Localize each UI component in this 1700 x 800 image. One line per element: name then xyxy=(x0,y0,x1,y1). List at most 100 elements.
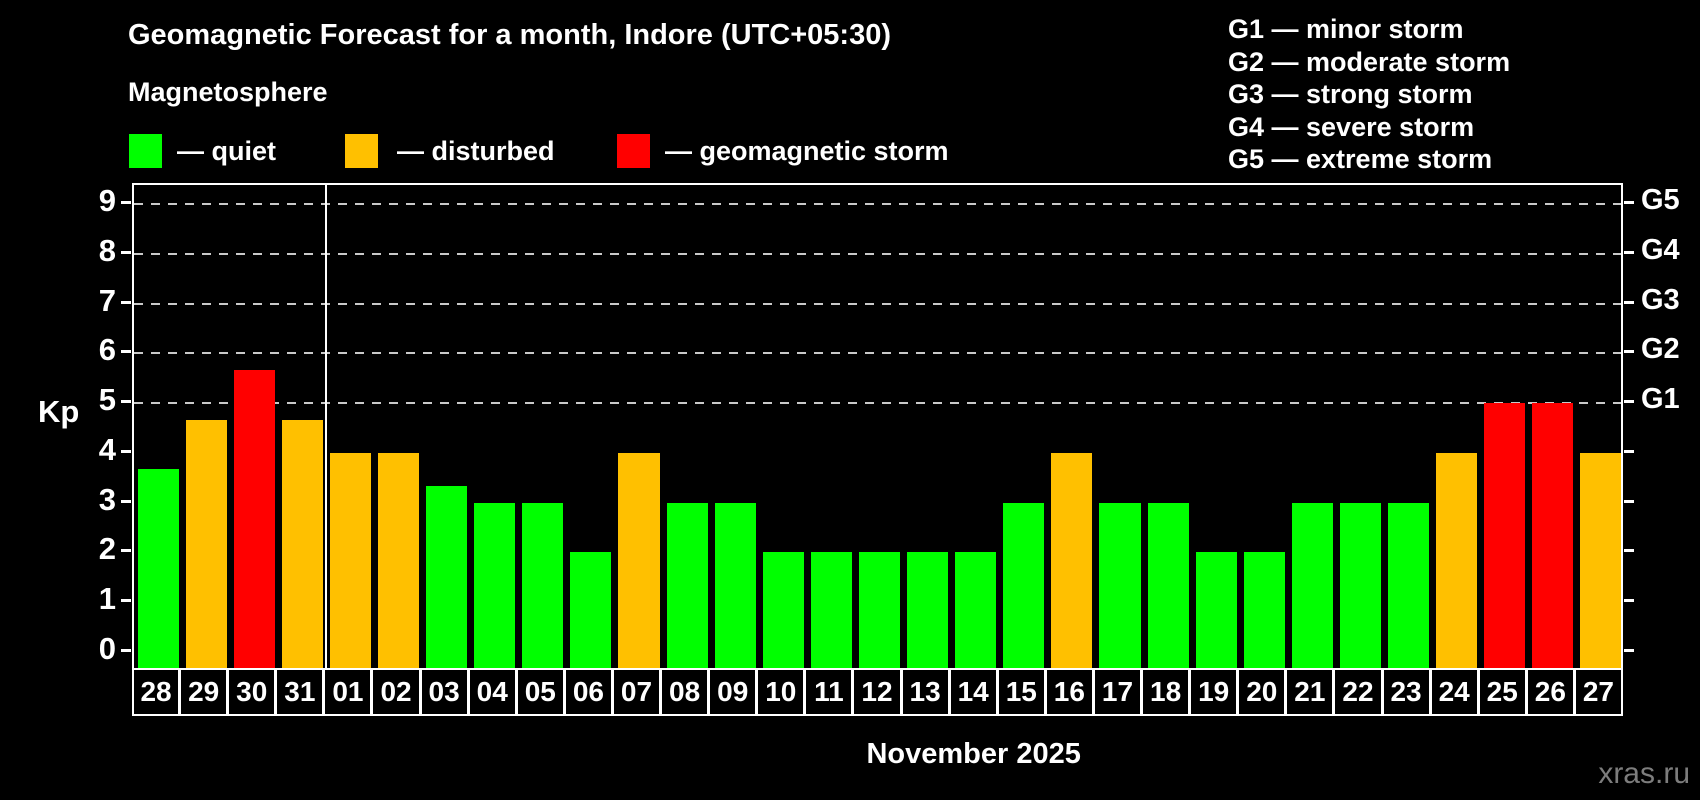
kp-tick-label-4: 4 xyxy=(98,431,116,467)
legend-swatch-disturbed xyxy=(345,134,378,168)
g-legend-line-4: G4 — severe storm xyxy=(1228,111,1475,142)
day-label-18: 18 xyxy=(1141,668,1191,716)
bar-day-12 xyxy=(858,552,901,668)
g-axis-label-G1: G1 xyxy=(1641,383,1680,416)
bar-day-02 xyxy=(377,452,420,668)
kp-tick-left-8 xyxy=(121,250,131,254)
bar-day-03 xyxy=(426,486,468,668)
g-legend-line-1: G1 — minor storm xyxy=(1228,14,1464,44)
kp-tick-right-3 xyxy=(1624,499,1634,503)
gridline-kp-6 xyxy=(134,352,1621,355)
day-label-13: 13 xyxy=(900,668,950,716)
kp-tick-right-4 xyxy=(1624,449,1634,453)
bar-day-16 xyxy=(1051,452,1093,668)
kp-tick-right-6 xyxy=(1624,350,1634,354)
kp-tick-left-3 xyxy=(121,499,131,503)
month-divider-line xyxy=(325,185,328,668)
day-label-17: 17 xyxy=(1092,668,1143,716)
bar-day-31 xyxy=(281,419,323,668)
day-label-11: 11 xyxy=(804,668,854,716)
g-legend-line-5: G5 — extreme storm xyxy=(1228,144,1493,174)
legend-swatch-storm xyxy=(617,134,650,168)
day-label-14: 14 xyxy=(948,668,998,716)
day-label-29: 29 xyxy=(179,668,229,716)
gridline-kp-7 xyxy=(134,302,1621,305)
day-label-30: 30 xyxy=(227,668,277,716)
bar-day-17 xyxy=(1099,502,1141,668)
kp-tick-left-4 xyxy=(121,449,131,453)
g-axis-label-G5: G5 xyxy=(1641,184,1680,216)
kp-tick-label-3: 3 xyxy=(98,481,116,517)
bar-day-21 xyxy=(1291,502,1333,668)
gridline-kp-8 xyxy=(134,252,1621,255)
kp-tick-right-5 xyxy=(1624,400,1634,404)
day-label-12: 12 xyxy=(852,668,902,716)
day-label-21: 21 xyxy=(1285,668,1335,716)
day-label-16: 16 xyxy=(1044,668,1094,716)
bar-day-13 xyxy=(907,552,949,668)
day-label-22: 22 xyxy=(1333,668,1383,716)
kp-tick-label-6: 6 xyxy=(98,332,116,368)
kp-tick-left-7 xyxy=(121,300,131,304)
kp-tick-right-8 xyxy=(1624,250,1634,254)
g-axis-label-G2: G2 xyxy=(1641,333,1680,366)
kp-tick-left-0 xyxy=(121,649,131,653)
bar-day-06 xyxy=(570,552,612,668)
g-axis-label-G3: G3 xyxy=(1641,283,1680,316)
day-label-31: 31 xyxy=(275,668,325,716)
bar-day-30 xyxy=(233,369,275,668)
bar-day-27 xyxy=(1580,452,1622,668)
day-label-25: 25 xyxy=(1477,668,1527,716)
legend-label-quiet: — quiet xyxy=(177,136,276,166)
kp-tick-right-1 xyxy=(1624,599,1634,603)
kp-tick-left-1 xyxy=(121,599,131,603)
bar-day-24 xyxy=(1436,452,1478,668)
bar-day-25 xyxy=(1484,403,1526,668)
bar-day-11 xyxy=(810,552,852,668)
xras-watermark: xras.ru xyxy=(1598,757,1690,790)
legend-label-disturbed: — disturbed xyxy=(397,136,555,166)
kp-tick-label-7: 7 xyxy=(98,282,116,318)
gridline-kp-5 xyxy=(134,402,1621,405)
day-label-05: 05 xyxy=(515,668,565,716)
day-label-03: 03 xyxy=(419,668,469,716)
g-legend-line-2: G2 — moderate storm xyxy=(1228,46,1511,77)
day-label-24: 24 xyxy=(1429,668,1479,716)
bar-day-10 xyxy=(762,552,804,668)
kp-tick-left-5 xyxy=(121,400,131,404)
g-axis-label-G4: G4 xyxy=(1641,233,1680,266)
kp-tick-label-2: 2 xyxy=(98,531,116,567)
day-axis-strip: 28 29 30 31 01 02 03 04 05 06 07 08 09 10 11 12 13 14 15 16… xyxy=(132,668,1623,716)
chart-subtitle: Magnetosphere xyxy=(128,77,328,107)
kp-tick-label-8: 8 xyxy=(98,232,116,268)
kp-tick-label-0: 0 xyxy=(98,631,116,667)
day-label-15: 15 xyxy=(996,668,1046,716)
day-label-26: 26 xyxy=(1525,668,1575,716)
day-label-06: 06 xyxy=(563,668,613,716)
y-axis-title: Kp xyxy=(38,394,80,429)
bar-day-28 xyxy=(137,469,179,668)
day-label-07: 07 xyxy=(611,668,662,716)
bar-day-22 xyxy=(1339,502,1381,668)
x-axis-title: November 2025 xyxy=(866,738,1081,770)
day-label-02: 02 xyxy=(371,668,421,716)
page-title: Geomagnetic Forecast for a month, Indore… xyxy=(128,19,892,51)
kp-tick-label-9: 9 xyxy=(98,183,116,218)
bar-day-15 xyxy=(1003,502,1045,668)
kp-bar-chart xyxy=(132,183,1623,668)
bar-day-05 xyxy=(522,502,564,668)
bar-day-04 xyxy=(474,502,516,668)
day-label-10: 10 xyxy=(756,668,806,716)
kp-tick-right-7 xyxy=(1624,300,1634,304)
gridline-kp-9 xyxy=(134,203,1621,205)
legend-swatch-quiet xyxy=(129,134,162,168)
day-label-09: 09 xyxy=(708,668,758,716)
bar-day-01 xyxy=(329,452,371,668)
day-label-27: 27 xyxy=(1573,668,1623,716)
day-label-23: 23 xyxy=(1381,668,1431,716)
kp-tick-left-9 xyxy=(121,201,131,204)
kp-tick-right-9 xyxy=(1624,201,1634,204)
kp-tick-label-5: 5 xyxy=(98,382,116,418)
bar-day-26 xyxy=(1532,403,1574,668)
